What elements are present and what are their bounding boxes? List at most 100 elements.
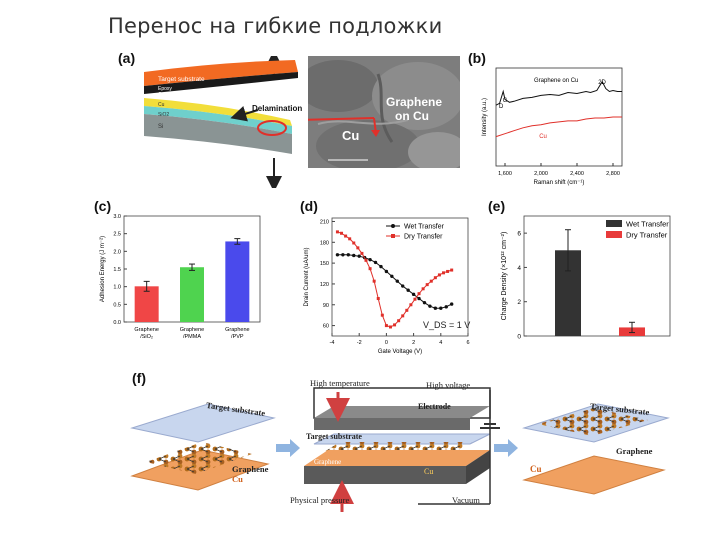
data-point [364, 258, 368, 262]
data-point [390, 274, 394, 279]
y-tick-label: 90 [323, 303, 329, 309]
category-label: /SiO₂ [140, 334, 153, 340]
peak-label-2d: 2D [598, 80, 606, 86]
f-high-volt-label: High voltage [426, 380, 471, 390]
sem-image [308, 56, 460, 168]
data-point [444, 305, 448, 309]
data-point [439, 306, 443, 310]
layer-label-sio2: SiO2 [158, 112, 170, 118]
data-point [413, 297, 417, 301]
data-point [405, 308, 409, 312]
y-tick-label: 1.0 [113, 285, 121, 291]
f-high-temp-label: High temperature [310, 378, 370, 388]
series-line-1 [337, 231, 452, 328]
y-tick-label: 3.0 [113, 214, 121, 220]
y-axis-label: Charge Density (×10¹² cm⁻²) [501, 232, 508, 321]
y-tick-label: 2.5 [113, 232, 121, 238]
vds-annotation: V_DS = 1 V [423, 320, 471, 330]
panel-label-a: (a) [118, 50, 136, 66]
data-point [393, 323, 397, 327]
x-axis-label: Raman shift (cm⁻¹) [534, 180, 585, 186]
data-point [428, 304, 432, 308]
data-point [442, 271, 446, 275]
f-mid-cu-label: Cu [424, 467, 434, 476]
data-point [397, 319, 401, 323]
data-point [384, 324, 388, 328]
y-axis-label: Drain Current (uA/um) [304, 247, 310, 306]
data-point [384, 269, 389, 274]
data-point [376, 297, 380, 301]
y-tick-label: 2 [517, 299, 521, 306]
plot-frame [331, 217, 469, 337]
x-axis-label: Gate Voltage (V) [378, 349, 422, 355]
slide-title: Перенос на гибкие подложки [108, 14, 443, 38]
data-point [411, 292, 416, 297]
legend-swatch [606, 231, 622, 238]
category-label: Graphene [134, 327, 158, 333]
data-point [437, 273, 441, 277]
data-point [421, 287, 425, 291]
x-tick-label: 6 [466, 340, 469, 346]
panel-label-d: (d) [300, 198, 318, 214]
data-point [446, 269, 450, 273]
data-point [373, 260, 378, 265]
y-tick-label: 120 [320, 282, 329, 288]
data-point [372, 279, 376, 283]
y-tick-label: 1.5 [113, 267, 121, 273]
series-line-0 [337, 254, 452, 309]
y-tick-label: 0.5 [113, 302, 121, 308]
series-line-0 [495, 80, 622, 106]
data-point [433, 276, 437, 280]
data-point [344, 234, 348, 238]
legend-label: Dry Transfer [626, 231, 668, 240]
data-point [450, 268, 454, 272]
f-left-graphene-label: Graphene [232, 464, 269, 474]
category-label: Graphene [180, 327, 204, 333]
f-vacuum-label: Vacuum [452, 495, 480, 505]
sem-label-cu: Cu [342, 128, 360, 143]
y-axis-label: Adhesion Energy (J m⁻²) [100, 236, 106, 302]
chart-adhesion: 0.0 0.5 1.0 1.5 2.0 2.5 3.0 Adhesion Energy (J … [100, 214, 261, 340]
layer-label-si: Si [158, 124, 164, 130]
data-point [406, 288, 410, 292]
data-point [401, 284, 405, 288]
data-point [335, 253, 340, 257]
x-tick-label: -2 [357, 340, 362, 346]
data-point [429, 279, 433, 283]
f-left-cu-label: Cu [232, 474, 243, 484]
legend-marker [391, 234, 395, 238]
x-tick-label: 1,600 [498, 171, 512, 177]
chart-raman: 1,600 2,000 2,400 2,800 Raman shift (cm⁻¹) In… [482, 67, 623, 186]
y-tick-label: 180 [320, 240, 329, 246]
x-tick-label: 2 [412, 340, 415, 346]
panel-label-f: (f) [132, 370, 146, 386]
x-tick-label: 2,000 [534, 171, 548, 177]
category-label: /PVP [231, 334, 244, 340]
data-point [380, 313, 384, 317]
chart-charge-density: 0 2 4 6 Charge Density (×10¹² cm⁻²) Wet Trans… [501, 215, 671, 341]
data-point [409, 303, 413, 307]
data-point [368, 257, 372, 262]
data-point [449, 302, 454, 306]
legend-graphene-on-cu: Graphene on Cu [534, 78, 578, 84]
sem-label-graphene: Graphene [386, 95, 443, 109]
data-point [422, 300, 427, 305]
y-tick-label: 4 [517, 265, 521, 272]
data-point [346, 253, 351, 257]
layer-label-cu: Cu [158, 102, 165, 108]
data-point [368, 267, 372, 271]
legend-label: Wet Transfer [404, 224, 445, 231]
f-pressure-label: Physical pressure [290, 495, 350, 505]
legend-label: Dry Transfer [404, 234, 443, 241]
panel-label-e: (e) [488, 198, 506, 214]
f-right-graphene-label: Graphene [616, 446, 653, 456]
legend-cu: Cu [539, 134, 547, 140]
data-point [388, 325, 392, 329]
f-mid-graphene-label: Graphene [314, 458, 342, 466]
data-point [425, 283, 429, 287]
bar [134, 286, 159, 322]
y-tick-label: 60 [323, 324, 329, 330]
data-point [335, 230, 339, 234]
legend-label: Wet Transfer [626, 220, 669, 229]
data-point [341, 253, 345, 257]
